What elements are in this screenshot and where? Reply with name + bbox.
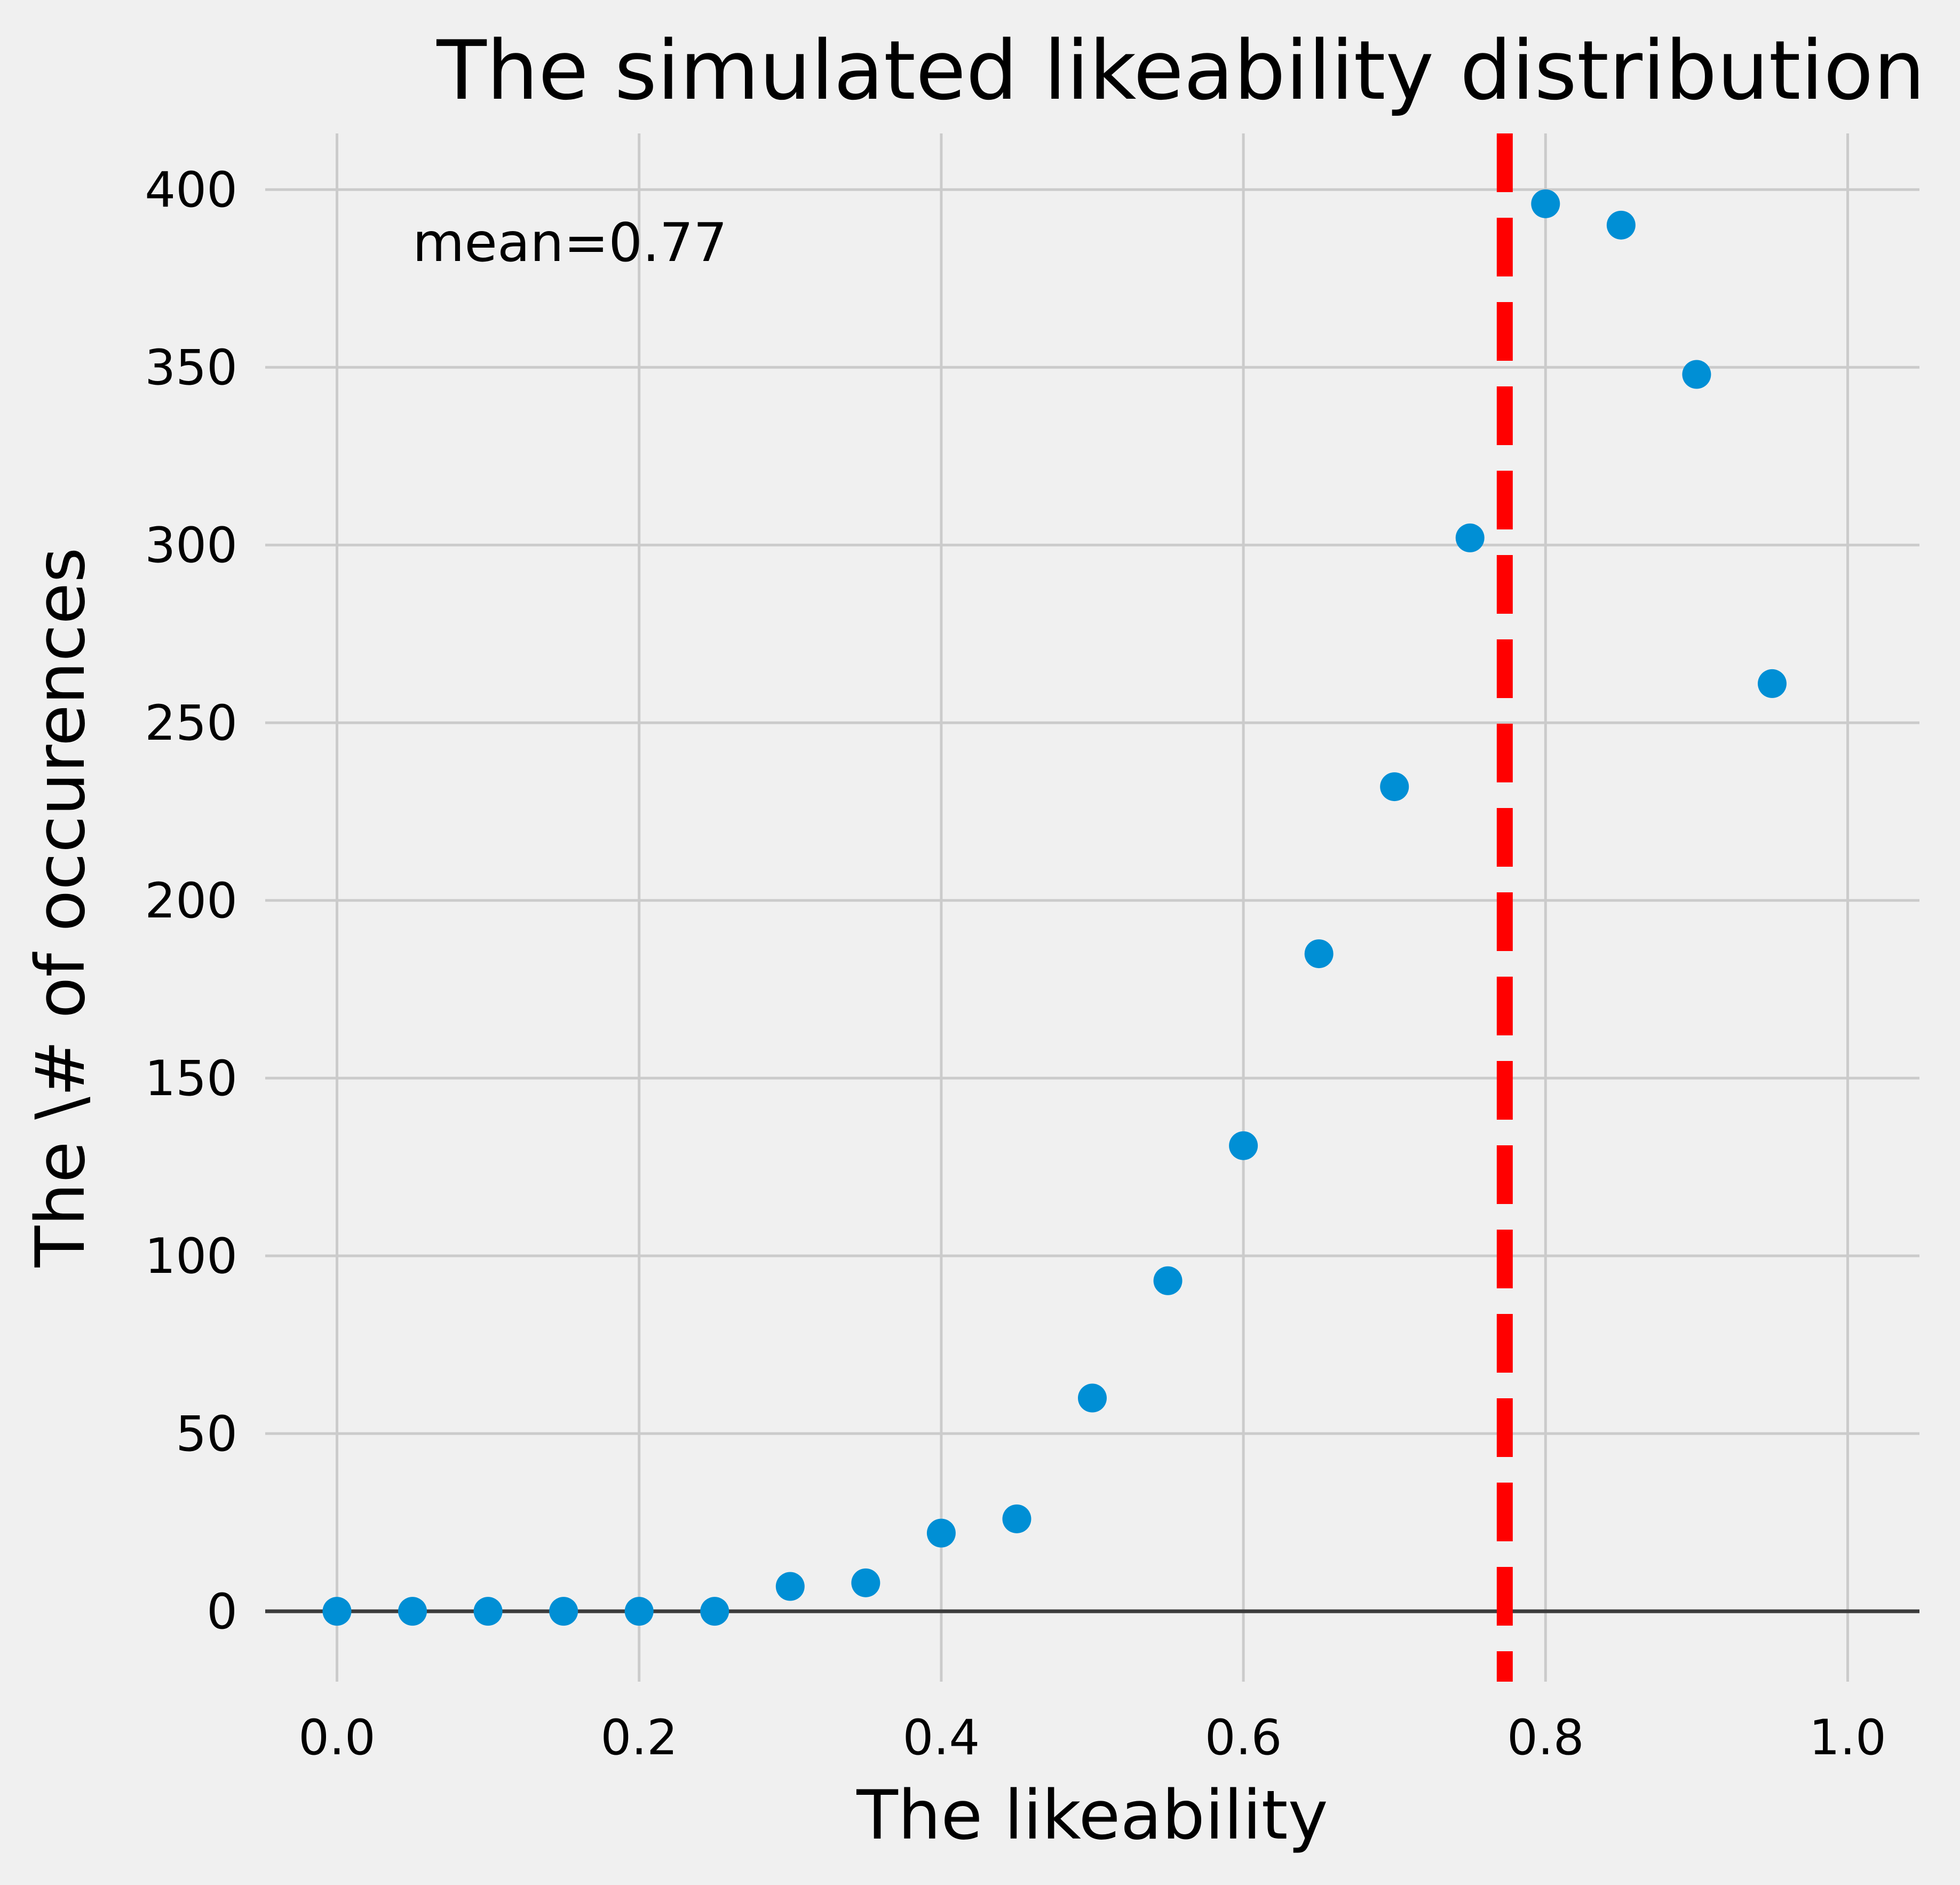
y-tick-label: 200 — [145, 873, 237, 929]
y-tick-label: 0 — [207, 1584, 237, 1640]
y-tick-label: 400 — [145, 162, 237, 218]
data-point — [473, 1597, 503, 1626]
y-axis-label: The \# of occurences — [21, 548, 100, 1268]
data-point — [1002, 1504, 1031, 1533]
data-point — [1304, 939, 1334, 969]
y-tick-label: 250 — [145, 695, 237, 751]
x-tick-label: 0.4 — [903, 1710, 980, 1766]
data-point — [1229, 1131, 1258, 1160]
data-point — [926, 1518, 956, 1548]
y-tick-label: 50 — [176, 1406, 237, 1462]
data-point — [1078, 1383, 1107, 1413]
grid-layer — [265, 133, 1919, 1682]
data-point — [1455, 523, 1485, 552]
chart-title: The simulated likeability distribution — [436, 23, 1925, 118]
x-tick-label: 0.8 — [1507, 1710, 1584, 1766]
data-point — [851, 1568, 880, 1597]
y-tick-labels: 0 50 100 150 200 250 300 350 400 — [145, 162, 237, 1640]
data-point — [1153, 1266, 1183, 1295]
data-point — [549, 1597, 578, 1626]
data-point — [624, 1597, 654, 1626]
x-tick-label: 0.6 — [1205, 1710, 1282, 1766]
x-tick-labels: 0.0 0.2 0.4 0.6 0.8 1.0 — [298, 1710, 1886, 1766]
data-point — [775, 1572, 805, 1601]
y-tick-label: 100 — [145, 1229, 237, 1285]
data-point — [322, 1597, 352, 1626]
x-tick-label: 1.0 — [1809, 1710, 1886, 1766]
y-tick-label: 150 — [145, 1051, 237, 1107]
data-point — [1757, 669, 1787, 698]
data-point — [1531, 189, 1560, 218]
points-layer — [322, 189, 1787, 1626]
x-tick-label: 0.2 — [600, 1710, 678, 1766]
data-point — [1682, 360, 1711, 389]
data-point — [398, 1597, 427, 1626]
y-tick-label: 350 — [145, 340, 237, 396]
data-point — [1380, 772, 1409, 802]
mean-annotation: mean=0.77 — [412, 211, 727, 274]
y-tick-label: 300 — [145, 518, 237, 574]
x-tick-label: 0.0 — [298, 1710, 376, 1766]
data-point — [1606, 210, 1636, 240]
data-point — [700, 1597, 729, 1626]
x-axis-label: The likeability — [856, 1776, 1328, 1855]
